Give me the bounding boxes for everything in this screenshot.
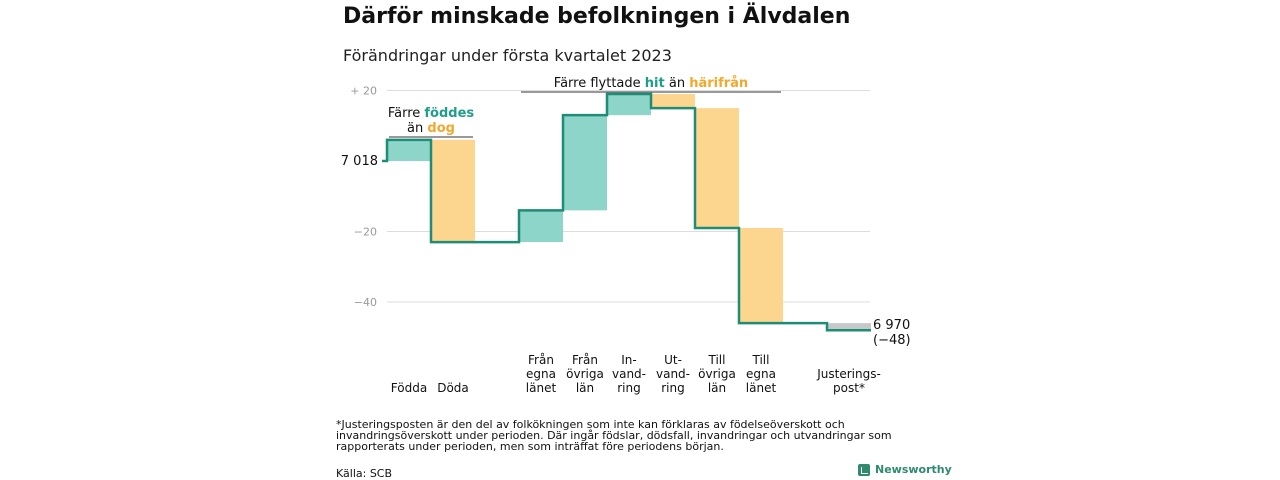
category-label: övriga <box>698 367 736 381</box>
category-label: vand- <box>612 367 646 381</box>
annotation-part: föddes <box>424 106 474 121</box>
category-label: ring <box>617 381 641 395</box>
chart-logo-icon <box>858 463 870 476</box>
brand-name: Newsworthy <box>875 463 952 476</box>
y-tick-label: −40 <box>354 296 377 309</box>
end-change-label: (−48) <box>873 333 911 348</box>
chart-title: Därför minskade befolkningen i Älvdalen <box>343 4 851 29</box>
annotation-text: Färre föddes <box>388 106 475 121</box>
annotation-part: Färre <box>388 106 425 121</box>
bar-increase <box>563 115 607 211</box>
category-label: Till <box>752 353 770 367</box>
y-tick-label: −20 <box>354 226 377 239</box>
annotation-part: än <box>407 121 427 136</box>
bar-decrease <box>651 94 695 109</box>
category-label: Födda <box>391 381 427 395</box>
category-label: Till <box>708 353 726 367</box>
chart-subtitle: Förändringar under första kvartalet 2023 <box>343 46 672 65</box>
source-label: Källa: SCB <box>336 467 393 480</box>
category-label: Justerings- <box>816 367 881 381</box>
category-label: län <box>576 381 594 395</box>
annotation-part: härifrån <box>689 76 748 91</box>
annotation-text: än dog <box>407 121 455 136</box>
category-label: post* <box>833 381 865 395</box>
annotation-part: hit <box>645 76 665 91</box>
category-label: vand- <box>656 367 690 381</box>
annotation-part: dog <box>427 121 455 136</box>
bar-increase <box>519 210 563 243</box>
bar-adjustment <box>827 323 871 331</box>
category-label: egna <box>526 367 556 381</box>
bar-decrease <box>739 227 783 324</box>
category-label: Från <box>572 353 598 367</box>
category-label: län <box>708 381 726 395</box>
category-label: egna <box>746 367 776 381</box>
y-tick-label: + 20 <box>350 85 377 98</box>
bar-increase <box>387 139 431 161</box>
cumulative-step-line <box>382 92 871 332</box>
bar-decrease <box>431 139 475 243</box>
footnote: *Justeringsposten är den del av folkökni… <box>336 418 892 453</box>
category-label: övriga <box>566 367 604 381</box>
annotation-text: Färre flyttade hit än härifrån <box>554 76 748 91</box>
bar-increase <box>607 94 651 116</box>
category-label: Döda <box>437 381 469 395</box>
category-label: Från <box>528 353 554 367</box>
end-value-label: 6 970 <box>873 318 910 333</box>
annotation-part: Färre flyttade <box>554 76 645 91</box>
category-label: länet <box>746 381 777 395</box>
bar-decrease <box>695 108 739 228</box>
category-label: In- <box>621 353 636 367</box>
category-label: Ut- <box>664 353 682 367</box>
category-label: ring <box>661 381 685 395</box>
newsworthy-logo: Newsworthy <box>858 463 952 476</box>
category-label: länet <box>526 381 557 395</box>
annotation-part: än <box>665 76 689 91</box>
start-value-label: 7 018 <box>341 154 378 169</box>
